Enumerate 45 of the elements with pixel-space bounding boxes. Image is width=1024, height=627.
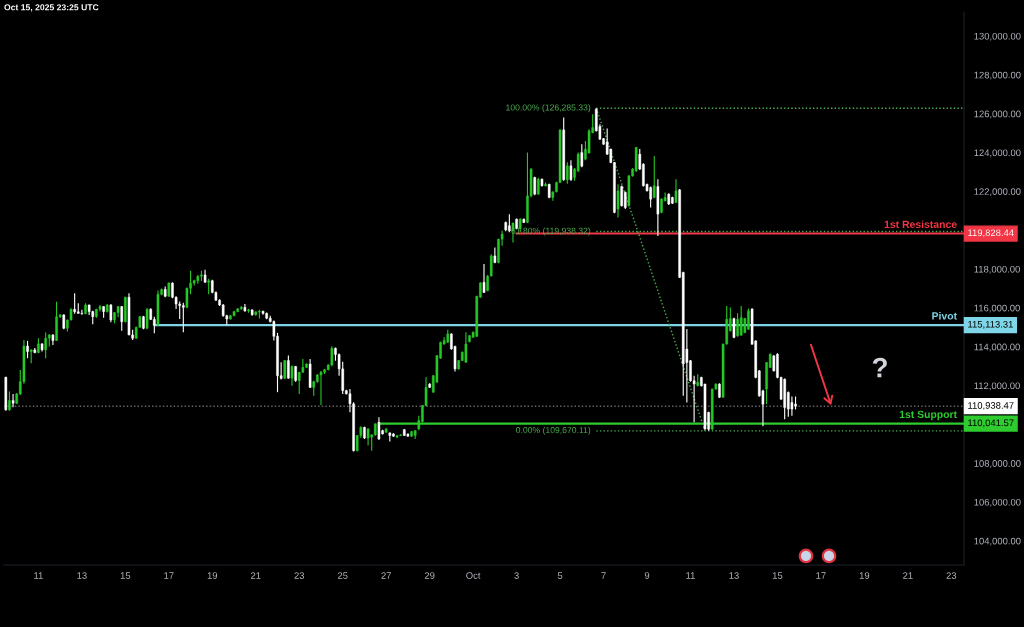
x-tick-label: 3 bbox=[514, 572, 519, 579]
x-tick-label: Oct bbox=[466, 572, 481, 579]
y-tick-label: 106,000.00 bbox=[974, 498, 1021, 507]
x-tick-label: 19 bbox=[859, 572, 870, 579]
series-label: Pivot bbox=[932, 311, 957, 320]
x-tick-label: 9 bbox=[644, 572, 650, 579]
x-tick-label: 23 bbox=[294, 572, 305, 579]
chart-title: Oct 15, 2025 23:25 UTC bbox=[4, 4, 99, 12]
x-tick-label: 21 bbox=[251, 572, 261, 579]
x-tick-label: 13 bbox=[729, 572, 739, 579]
x-tick-label: 15 bbox=[772, 572, 783, 579]
data-label: 110,041.57 bbox=[968, 419, 1014, 428]
y-tick-label: 112,000.00 bbox=[974, 382, 1020, 391]
y-tick-label: 128,000.00 bbox=[974, 71, 1021, 80]
x-tick-label: 7 bbox=[601, 572, 606, 579]
x-tick-label: 11 bbox=[686, 572, 695, 579]
x-tick-label: 11 bbox=[34, 572, 43, 579]
x-tick-label: 27 bbox=[381, 572, 391, 579]
ref-line-label: 110,938.47 bbox=[968, 402, 1014, 410]
x-tick-label: 5 bbox=[557, 572, 563, 579]
x-tick-label: 25 bbox=[337, 572, 348, 579]
x-tick-label: 19 bbox=[207, 572, 218, 579]
x-tick-label: 17 bbox=[164, 572, 174, 579]
annotation: ? bbox=[872, 357, 887, 378]
y-tick-label: 130,000.00 bbox=[974, 32, 1021, 41]
series-label: 1st Support bbox=[899, 410, 957, 421]
y-tick-label: 108,000.00 bbox=[974, 460, 1021, 468]
x-tick-label: 21 bbox=[903, 572, 913, 579]
y-tick-label: 104,000.00 bbox=[974, 537, 1021, 546]
data-label: 0.00% (109,670.11) bbox=[516, 426, 591, 435]
data-label: 100.00% (126,285.33) bbox=[506, 104, 591, 113]
x-tick-label: 17 bbox=[816, 572, 826, 579]
y-tick-label: 126,000.00 bbox=[974, 110, 1021, 119]
x-tick-label: 29 bbox=[424, 572, 435, 579]
series-label: 1st Resistance bbox=[884, 220, 957, 229]
x-tick-label: 15 bbox=[120, 572, 131, 579]
data-label: 115,113.31 bbox=[968, 320, 1013, 329]
y-tick-label: 118,000.00 bbox=[974, 265, 1020, 274]
y-tick-label: 116,000.00 bbox=[974, 304, 1020, 313]
data-label: 119,828.44 bbox=[968, 229, 1014, 238]
x-tick-label: 13 bbox=[77, 572, 87, 579]
y-tick-label: 122,000.00 bbox=[974, 188, 1021, 197]
y-tick-label: 114,000.00 bbox=[974, 343, 1020, 352]
y-tick-label: 124,000.00 bbox=[974, 149, 1021, 158]
x-tick-label: 23 bbox=[946, 572, 957, 579]
